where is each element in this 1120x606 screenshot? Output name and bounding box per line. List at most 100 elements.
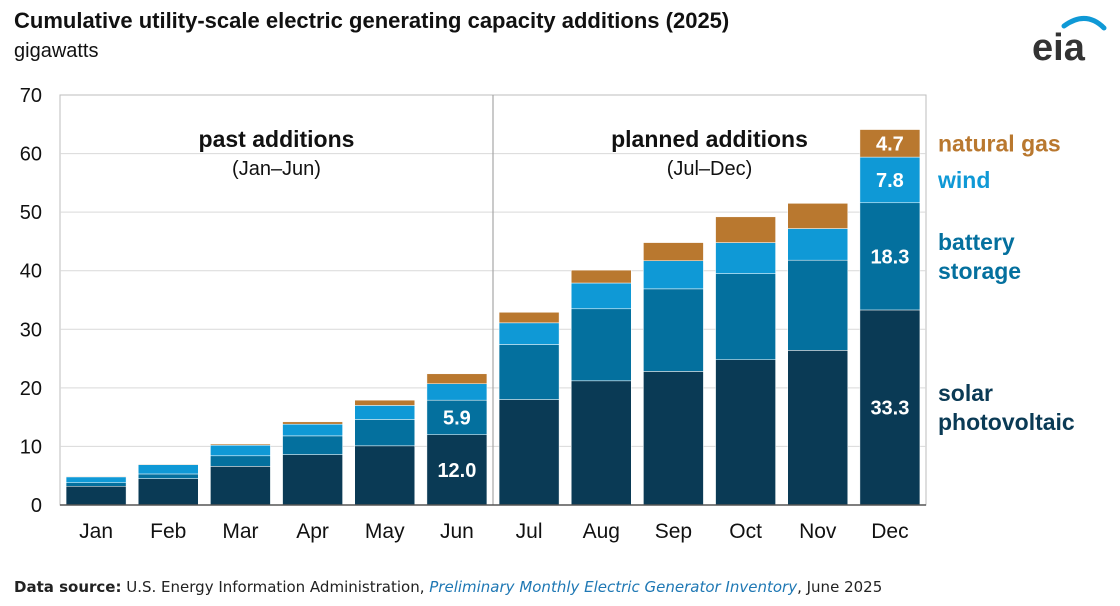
x-tick-label: Jan bbox=[79, 520, 113, 543]
bar-oct-solar-photovoltaic bbox=[715, 359, 776, 506]
bar-feb-battery-storage bbox=[138, 473, 199, 479]
panel-titles: past additions (Jan–Jun) planned additions… bbox=[199, 126, 808, 180]
bar-sep-natural-gas bbox=[643, 242, 704, 262]
data-label: 7.8 bbox=[876, 170, 904, 192]
panel-subtitle: (Jan–Jun) bbox=[232, 158, 321, 180]
bar-may-solar-photovoltaic bbox=[354, 445, 415, 506]
bar-may-natural-gas bbox=[354, 399, 415, 406]
y-tick-label: 60 bbox=[20, 144, 42, 166]
y-tick-label: 0 bbox=[31, 495, 42, 517]
bar-feb-wind bbox=[138, 464, 199, 475]
bar-jul-solar-photovoltaic bbox=[498, 399, 560, 506]
x-tick-label: Sep bbox=[655, 520, 692, 543]
x-tick-label: Oct bbox=[729, 520, 762, 543]
source-agency: U.S. Energy Information Administration, bbox=[126, 578, 425, 596]
legend: natural gas wind battery storage solar photov… bbox=[937, 130, 1075, 435]
legend-entry: storage bbox=[938, 258, 1021, 284]
x-tick-label: Feb bbox=[150, 520, 186, 543]
bar-jul-wind bbox=[498, 322, 560, 345]
bars bbox=[65, 129, 921, 506]
y-tick-label: 70 bbox=[20, 85, 42, 107]
bar-sep-battery-storage bbox=[643, 288, 704, 372]
data-label: 18.3 bbox=[870, 246, 909, 268]
eia-logo: eia bbox=[1028, 10, 1108, 70]
data-label: 33.3 bbox=[870, 397, 909, 419]
bar-mar-solar-photovoltaic bbox=[210, 466, 271, 506]
x-tick-label: Nov bbox=[799, 520, 837, 543]
data-label: 4.7 bbox=[876, 133, 904, 155]
bar-jun-battery-storage bbox=[426, 399, 488, 435]
source-publication-link[interactable]: Preliminary Monthly Electric Generator I… bbox=[429, 578, 798, 596]
legend-entry: wind bbox=[937, 167, 990, 193]
legend-entry: battery bbox=[938, 229, 1015, 255]
legend-entry: solar bbox=[938, 380, 993, 406]
y-tick-label: 30 bbox=[20, 319, 42, 341]
panel-subtitle: (Jul–Dec) bbox=[667, 158, 753, 180]
data-label: 5.9 bbox=[443, 407, 471, 429]
bar-aug-natural-gas bbox=[571, 269, 632, 284]
y-tick-label: 40 bbox=[20, 261, 42, 283]
source-label: Data source: bbox=[14, 578, 122, 596]
bar-jan-solar-photovoltaic bbox=[65, 486, 127, 506]
x-tick-label: Jun bbox=[440, 520, 474, 543]
chart-title: Cumulative utility-scale electric genera… bbox=[14, 8, 730, 33]
x-tick-label: May bbox=[365, 520, 405, 543]
y-axis-unit-label: gigawatts bbox=[14, 40, 99, 62]
x-tick-label: Mar bbox=[222, 520, 258, 543]
bar-nov-wind bbox=[787, 228, 848, 261]
bar-sep-wind bbox=[643, 260, 704, 290]
logo-swoosh bbox=[1061, 16, 1107, 31]
bar-aug-solar-photovoltaic bbox=[571, 380, 632, 506]
bar-aug-battery-storage bbox=[571, 308, 632, 382]
bar-jul-battery-storage bbox=[498, 344, 560, 400]
legend-entry: natural gas bbox=[938, 130, 1061, 156]
bar-sep-solar-photovoltaic bbox=[643, 371, 704, 506]
bar-jun-wind bbox=[426, 383, 488, 401]
x-tick-label: Aug bbox=[583, 520, 620, 543]
bar-jun-natural-gas bbox=[426, 373, 488, 385]
bar-oct-natural-gas bbox=[715, 216, 776, 243]
bar-jan-natural-gas bbox=[65, 476, 127, 478]
logo-text: eia bbox=[1032, 27, 1086, 69]
axes: 0 10 20 30 40 50 60 70 Jan Feb Mar Apr May Jun Jul Aug S… bbox=[20, 85, 926, 543]
bar-mar-battery-storage bbox=[210, 455, 271, 467]
bar-apr-battery-storage bbox=[282, 435, 343, 455]
bar-jun-solar-photovoltaic bbox=[426, 434, 488, 506]
bar-dec-wind bbox=[859, 156, 921, 204]
bar-jan-battery-storage bbox=[65, 482, 127, 487]
source-date: , June 2025 bbox=[797, 578, 883, 596]
x-tick-label: Apr bbox=[296, 520, 329, 543]
y-tick-label: 20 bbox=[20, 378, 42, 400]
bar-oct-battery-storage bbox=[715, 273, 776, 360]
eia-logo-icon: eia bbox=[1032, 16, 1107, 69]
bar-dec-natural-gas bbox=[859, 129, 921, 158]
bar-apr-wind bbox=[282, 423, 343, 437]
legend-entry: photovoltaic bbox=[938, 409, 1075, 435]
x-tick-label: Dec bbox=[871, 520, 908, 543]
panel-title: past additions bbox=[199, 126, 355, 152]
bar-feb-natural-gas bbox=[138, 463, 199, 465]
bar-jan-wind bbox=[65, 476, 127, 483]
panel-title: planned additions bbox=[611, 126, 808, 152]
data-source-note: Data source: U.S. Energy Information Adm… bbox=[14, 578, 882, 596]
bar-nov-battery-storage bbox=[787, 259, 848, 351]
bar-may-wind bbox=[354, 405, 415, 420]
bar-oct-wind bbox=[715, 242, 776, 274]
bar-aug-wind bbox=[571, 282, 632, 310]
bar-apr-natural-gas bbox=[282, 421, 343, 425]
bar-jul-natural-gas bbox=[498, 312, 560, 324]
bar-may-battery-storage bbox=[354, 419, 415, 447]
bar-feb-solar-photovoltaic bbox=[138, 478, 199, 506]
bar-nov-natural-gas bbox=[787, 203, 848, 229]
bar-apr-solar-photovoltaic bbox=[282, 454, 343, 506]
y-tick-label: 50 bbox=[20, 202, 42, 224]
bar-mar-wind bbox=[210, 445, 271, 457]
bar-nov-solar-photovoltaic bbox=[787, 350, 848, 506]
data-labels: 12.0 5.9 33.3 18.3 7.8 4.7 bbox=[437, 133, 909, 482]
data-label: 12.0 bbox=[437, 460, 476, 482]
x-tick-label: Jul bbox=[516, 520, 543, 543]
bar-mar-natural-gas bbox=[210, 443, 271, 446]
y-tick-label: 10 bbox=[20, 436, 42, 458]
bar-dec-solar-photovoltaic bbox=[859, 309, 921, 506]
